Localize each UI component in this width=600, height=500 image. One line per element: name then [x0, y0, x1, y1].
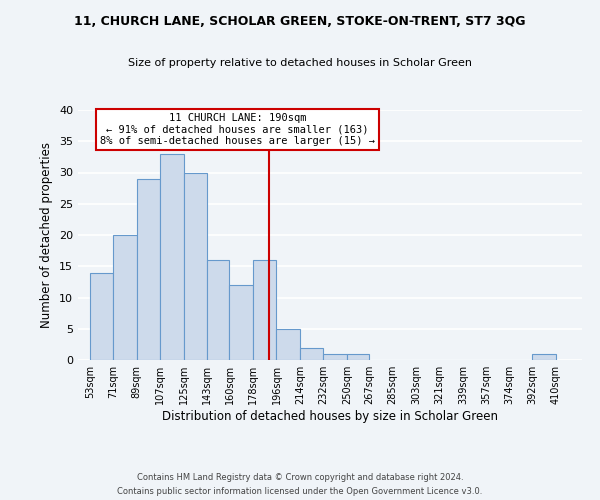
Y-axis label: Number of detached properties: Number of detached properties — [40, 142, 53, 328]
Bar — [113, 235, 137, 360]
Bar — [184, 172, 207, 360]
Text: Contains HM Land Registry data © Crown copyright and database right 2024.: Contains HM Land Registry data © Crown c… — [137, 472, 463, 482]
Bar — [160, 154, 184, 360]
Bar — [323, 354, 347, 360]
Text: Contains public sector information licensed under the Open Government Licence v3: Contains public sector information licen… — [118, 488, 482, 496]
Bar — [90, 272, 113, 360]
Bar — [277, 329, 300, 360]
Bar — [207, 260, 229, 360]
Text: 11 CHURCH LANE: 190sqm
← 91% of detached houses are smaller (163)
8% of semi-det: 11 CHURCH LANE: 190sqm ← 91% of detached… — [100, 113, 375, 146]
Bar — [253, 260, 277, 360]
Bar — [347, 354, 369, 360]
Bar — [137, 179, 160, 360]
Text: Size of property relative to detached houses in Scholar Green: Size of property relative to detached ho… — [128, 58, 472, 68]
Bar — [300, 348, 323, 360]
Text: 11, CHURCH LANE, SCHOLAR GREEN, STOKE-ON-TRENT, ST7 3QG: 11, CHURCH LANE, SCHOLAR GREEN, STOKE-ON… — [74, 15, 526, 28]
Bar — [229, 285, 253, 360]
Bar — [532, 354, 556, 360]
X-axis label: Distribution of detached houses by size in Scholar Green: Distribution of detached houses by size … — [162, 410, 498, 423]
